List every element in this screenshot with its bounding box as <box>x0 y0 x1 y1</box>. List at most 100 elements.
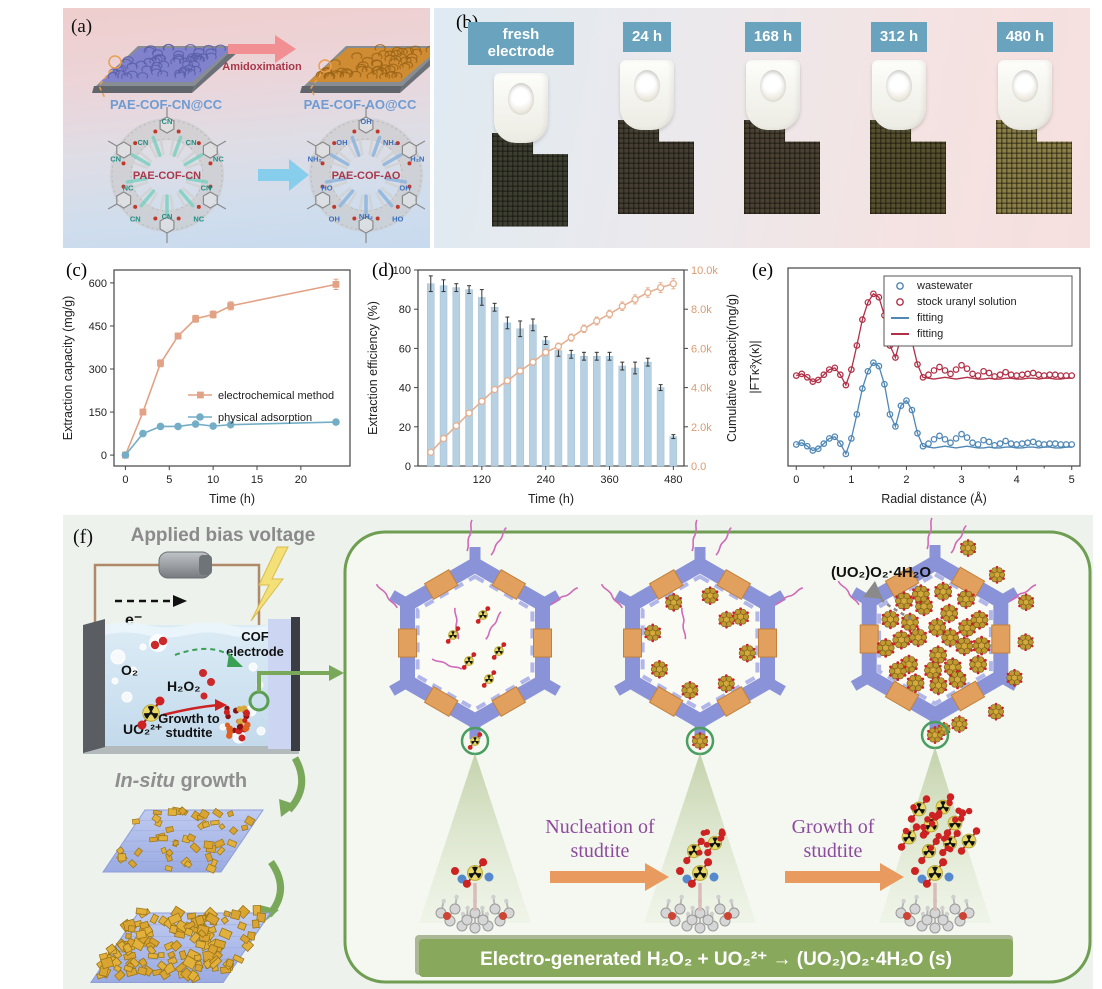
lightning-icon <box>250 546 289 622</box>
svg-text:physical adsorption: physical adsorption <box>218 412 312 424</box>
panel-f-mechanism: (f) Applied bias voltage e⁻ COF electrod… <box>63 515 1093 989</box>
green-arrowhead <box>227 653 243 667</box>
growth-label-2: studtite <box>804 840 863 862</box>
svg-text:600: 600 <box>89 278 107 290</box>
cof-cn-ring-label: PAE-COF-CN <box>133 170 201 182</box>
panel-a-canvas: (a) Amidoximation PAE-COF-CN@CC PAE-COF-… <box>71 16 430 243</box>
cof-ao-film <box>300 44 430 93</box>
svg-text:0: 0 <box>122 474 128 486</box>
svg-text:fitting: fitting <box>917 312 943 324</box>
sparse-studtite-plate <box>102 806 264 874</box>
svg-text:NH₂: NH₂ <box>308 154 322 163</box>
panel-e-letter: (e) <box>752 260 774 281</box>
panel-b-photos: (b) fresh electrode 24 h 168 h 312 h <box>434 8 1090 248</box>
svg-text:4: 4 <box>1014 474 1020 486</box>
panel-e-exafs-chart: (e) 0 1 2 3 4 5 Radial distance (Å) |FTκ³χ(κ)| w… <box>744 258 1092 510</box>
sample-label: 168 h <box>744 22 802 52</box>
zoom-connector-right <box>310 73 322 99</box>
panel-f-letter: (f) <box>73 526 93 548</box>
svg-text:OH: OH <box>360 117 371 126</box>
sample-label: 312 h <box>870 22 928 52</box>
equation-text: Electro-generated H₂O₂ + UO₂²⁺ → (UO₂)O₂… <box>480 949 952 970</box>
svg-text:electrochemical method: electrochemical method <box>218 390 334 402</box>
svg-text:3: 3 <box>958 474 964 486</box>
svg-text:0.0: 0.0 <box>691 461 706 473</box>
svg-text:40: 40 <box>399 383 411 395</box>
cof-ao-cc-label: PAE-COF-AO@CC <box>304 97 417 112</box>
cof-pore-stages <box>375 517 1037 923</box>
h2o2-label: H₂O₂ <box>167 678 200 694</box>
holder-hole <box>760 70 786 102</box>
sample-168h: 168 h <box>710 22 836 227</box>
nucleation-label-2: studtite <box>571 840 630 862</box>
panel-a-letter: (a) <box>71 16 92 37</box>
sample-label: 480 h <box>996 22 1054 52</box>
nucleation-label-1: Nucleation of <box>545 816 655 838</box>
svg-text:CN: CN <box>137 138 148 147</box>
o2-molecule-b <box>158 636 168 646</box>
svg-text:150: 150 <box>89 407 107 419</box>
electrode-mesh <box>996 120 1072 214</box>
svg-text:5: 5 <box>166 474 172 486</box>
water-surface <box>105 622 270 638</box>
macrocycle-cn: CN CN NC CN NC CN CN NC CN CN <box>107 107 227 243</box>
dense-studtite-plate <box>89 904 272 984</box>
svg-text:HO: HO <box>321 184 332 193</box>
holder-hole <box>1012 70 1038 102</box>
growth-arrowhead <box>215 699 227 711</box>
svg-text:Radial distance (Å): Radial distance (Å) <box>881 491 987 506</box>
electrode-holder <box>746 60 800 130</box>
svg-text:6.0k: 6.0k <box>691 343 712 355</box>
exafs-spectra-chart: 0 1 2 3 4 5 Radial distance (Å) |FTκ³χ(κ)| waste… <box>748 267 1081 506</box>
svg-text:2: 2 <box>903 474 909 486</box>
electrode-holder <box>494 72 548 143</box>
svg-text:480: 480 <box>664 474 682 486</box>
growth-arrow <box>162 703 220 717</box>
holder-hole <box>508 82 534 115</box>
cof-electrode-label-1: COF <box>241 629 269 644</box>
svg-text:120: 120 <box>473 474 491 486</box>
svg-text:CN: CN <box>162 212 173 221</box>
svg-text:240: 240 <box>537 474 555 486</box>
zoom-connector-arrowhead <box>329 665 344 681</box>
electrode-holder <box>620 60 674 130</box>
panel-c-letter: (c) <box>66 260 88 281</box>
svg-text:1: 1 <box>848 474 854 486</box>
zoom-connector-left <box>98 69 112 99</box>
svg-text:OH: OH <box>336 138 347 147</box>
extraction-capacity-chart: 0 5 10 15 20 0 150 300 450 600 Time (h) Extraction … <box>61 269 351 506</box>
cell-right-wall <box>291 617 300 751</box>
svg-text:CN: CN <box>130 215 141 224</box>
electrode-mesh <box>492 132 568 227</box>
growth-label-1: Growth of <box>792 816 875 838</box>
power-supply-cap <box>199 555 212 575</box>
svg-text:CN: CN <box>186 138 197 147</box>
svg-text:H₂N: H₂N <box>410 154 424 163</box>
electrode-mesh <box>618 120 694 214</box>
holder-hole <box>634 70 660 102</box>
svg-text:10: 10 <box>207 474 219 486</box>
svg-text:15: 15 <box>251 474 263 486</box>
svg-text:NC: NC <box>123 184 134 193</box>
svg-text:|FTκ³χ(κ)|: |FTκ³χ(κ)| <box>748 340 762 393</box>
svg-text:5: 5 <box>1069 474 1075 486</box>
svg-text:20: 20 <box>295 474 307 486</box>
electrolysis-cell: COF electrode O₂ H₂O₂ UO₂²⁺ Growth to st… <box>83 617 344 754</box>
svg-text:Extraction capacity (mg/g): Extraction capacity (mg/g) <box>61 296 75 441</box>
holder-hole <box>886 70 912 102</box>
electrode-mesh <box>870 120 946 214</box>
svg-text:360: 360 <box>600 474 618 486</box>
sample-480h: 480 h <box>962 22 1088 227</box>
h2o2-molecule-c <box>200 692 208 700</box>
svg-text:CN: CN <box>162 117 173 126</box>
panel-a-scheme: (a) Amidoximation PAE-COF-CN@CC PAE-COF-… <box>63 8 430 248</box>
h2o2-molecule-b <box>207 678 215 686</box>
svg-text:OH: OH <box>329 215 340 224</box>
svg-text:CN: CN <box>110 154 121 163</box>
binding-site-structures <box>435 793 981 934</box>
svg-text:4.0k: 4.0k <box>691 383 712 395</box>
zoom-connector-line <box>257 671 329 692</box>
svg-text:300: 300 <box>89 364 107 376</box>
cell-base-shadow <box>83 745 299 754</box>
